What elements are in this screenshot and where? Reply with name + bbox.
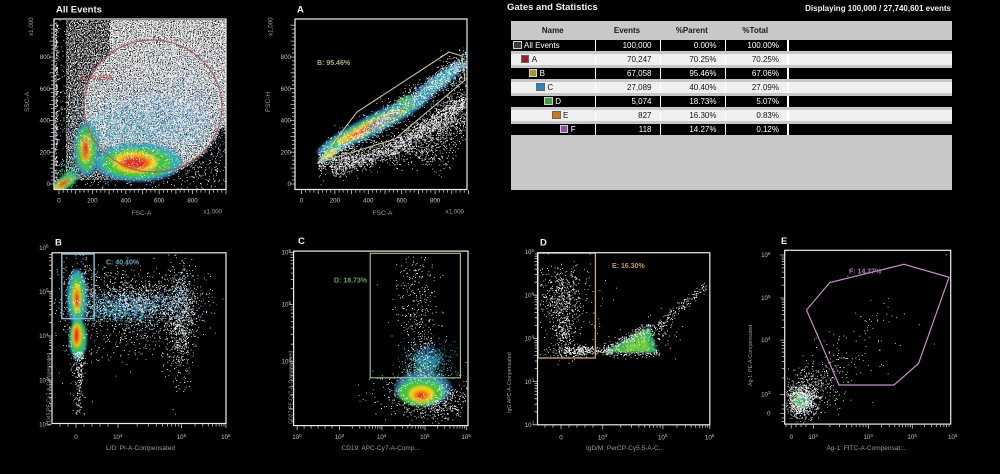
- svg-text:0: 0: [74, 434, 78, 441]
- svg-text:600: 600: [281, 86, 292, 93]
- svg-text:105: 105: [761, 294, 771, 302]
- svg-text:0: 0: [288, 181, 292, 188]
- svg-text:0: 0: [300, 197, 304, 204]
- svg-text:105: 105: [525, 291, 535, 299]
- svg-text:104: 104: [863, 433, 873, 441]
- svg-text:105: 105: [282, 300, 292, 308]
- svg-text:600: 600: [397, 197, 408, 204]
- svg-text:E: 16.30%: E: 16.30%: [612, 263, 645, 270]
- svg-text:200: 200: [281, 149, 292, 156]
- svg-text:600: 600: [40, 86, 51, 93]
- svg-text:Ag-1: PE-A-Compensated: Ag-1: PE-A-Compensated: [748, 325, 754, 386]
- svg-text:FSC-A: FSC-A: [373, 210, 393, 217]
- svg-text:x1,000: x1,000: [268, 17, 275, 36]
- svg-text:103: 103: [335, 433, 345, 441]
- svg-text:106: 106: [948, 433, 958, 441]
- svg-text:104: 104: [761, 336, 771, 344]
- svg-text:800: 800: [187, 197, 198, 204]
- svg-text:C: C: [298, 236, 305, 247]
- svg-text:CD27 PE-Cy7-A-Compensated: CD27 PE-Cy7-A-Compensated: [289, 351, 295, 424]
- svg-text:F: 14.27%: F: 14.27%: [849, 269, 882, 276]
- svg-text:102: 102: [525, 421, 535, 429]
- svg-text:106: 106: [282, 248, 292, 256]
- svg-text:106: 106: [705, 433, 715, 441]
- svg-text:104: 104: [525, 334, 535, 342]
- svg-text:105: 105: [420, 433, 430, 441]
- svg-text:103: 103: [761, 390, 771, 398]
- svg-text:200: 200: [87, 197, 98, 204]
- svg-text:106: 106: [525, 248, 535, 256]
- svg-text:D: D: [540, 238, 547, 249]
- svg-text:C: 40.40%: C: 40.40%: [106, 260, 140, 267]
- svg-text:200: 200: [40, 149, 51, 156]
- svg-text:All Events: All Events: [56, 5, 102, 16]
- svg-text:400: 400: [40, 118, 51, 125]
- svg-text:106: 106: [761, 251, 771, 259]
- svg-text:105: 105: [658, 433, 668, 441]
- svg-text:106: 106: [39, 243, 49, 251]
- svg-text:400: 400: [121, 197, 132, 204]
- svg-text:B: 95.46%: B: 95.46%: [317, 60, 351, 67]
- svg-text:A: A: [297, 5, 304, 16]
- svg-text:FSC-H: FSC-H: [265, 92, 272, 112]
- svg-text:A: 70.25%: A: 70.25%: [79, 75, 113, 82]
- svg-text:104: 104: [39, 332, 49, 340]
- svg-text:800: 800: [40, 54, 51, 61]
- svg-text:Ag-1: FITC-A-Compensat...: Ag-1: FITC-A-Compensat...: [826, 445, 905, 452]
- svg-text:E: E: [781, 236, 787, 247]
- svg-text:106: 106: [461, 433, 471, 441]
- svg-text:L/D: PI-A-Compensated: L/D: PI-A-Compensated: [106, 445, 175, 452]
- svg-text:x1,000: x1,000: [445, 208, 464, 215]
- svg-text:0: 0: [767, 411, 771, 418]
- svg-text:x1,000: x1,000: [28, 17, 35, 36]
- svg-text:103: 103: [808, 433, 818, 441]
- svg-text:D: 18.73%: D: 18.73%: [334, 278, 368, 285]
- svg-text:x1,000: x1,000: [203, 208, 222, 215]
- svg-text:105: 105: [39, 288, 49, 296]
- svg-text:102: 102: [39, 420, 49, 428]
- svg-text:104: 104: [113, 433, 123, 441]
- svg-text:IgD/M: PerCP-Cy5.5-A-C...: IgD/M: PerCP-Cy5.5-A-C...: [586, 445, 664, 452]
- svg-text:104: 104: [282, 357, 292, 365]
- svg-text:0: 0: [47, 181, 51, 188]
- svg-text:103: 103: [525, 377, 535, 385]
- svg-text:400: 400: [363, 197, 374, 204]
- svg-text:600: 600: [154, 197, 165, 204]
- svg-text:104: 104: [377, 433, 387, 441]
- svg-text:104: 104: [598, 433, 608, 441]
- svg-text:400: 400: [281, 118, 292, 125]
- svg-text:105: 105: [177, 433, 187, 441]
- svg-text:103: 103: [39, 376, 49, 384]
- svg-text:0: 0: [57, 197, 61, 204]
- svg-text:800: 800: [281, 54, 292, 61]
- svg-text:0: 0: [559, 435, 563, 442]
- svg-text:106: 106: [221, 433, 231, 441]
- svg-text:800: 800: [430, 197, 441, 204]
- svg-text:CD45 PE-Cy7-A-Compensated: CD45 PE-Cy7-A-Compensated: [47, 353, 53, 426]
- svg-text:105: 105: [907, 433, 917, 441]
- svg-text:SSC-A: SSC-A: [24, 91, 31, 112]
- svg-text:CD19: APC-Cy7-A-Comp...: CD19: APC-Cy7-A-Comp...: [342, 445, 421, 452]
- svg-text:IgG APC-A-Compensated: IgG APC-A-Compensated: [507, 352, 513, 413]
- svg-text:FSC-A: FSC-A: [132, 210, 152, 217]
- svg-text:0: 0: [789, 434, 793, 441]
- svg-text:200: 200: [330, 197, 341, 204]
- svg-text:100: 100: [292, 433, 302, 441]
- svg-text:B: B: [55, 238, 62, 249]
